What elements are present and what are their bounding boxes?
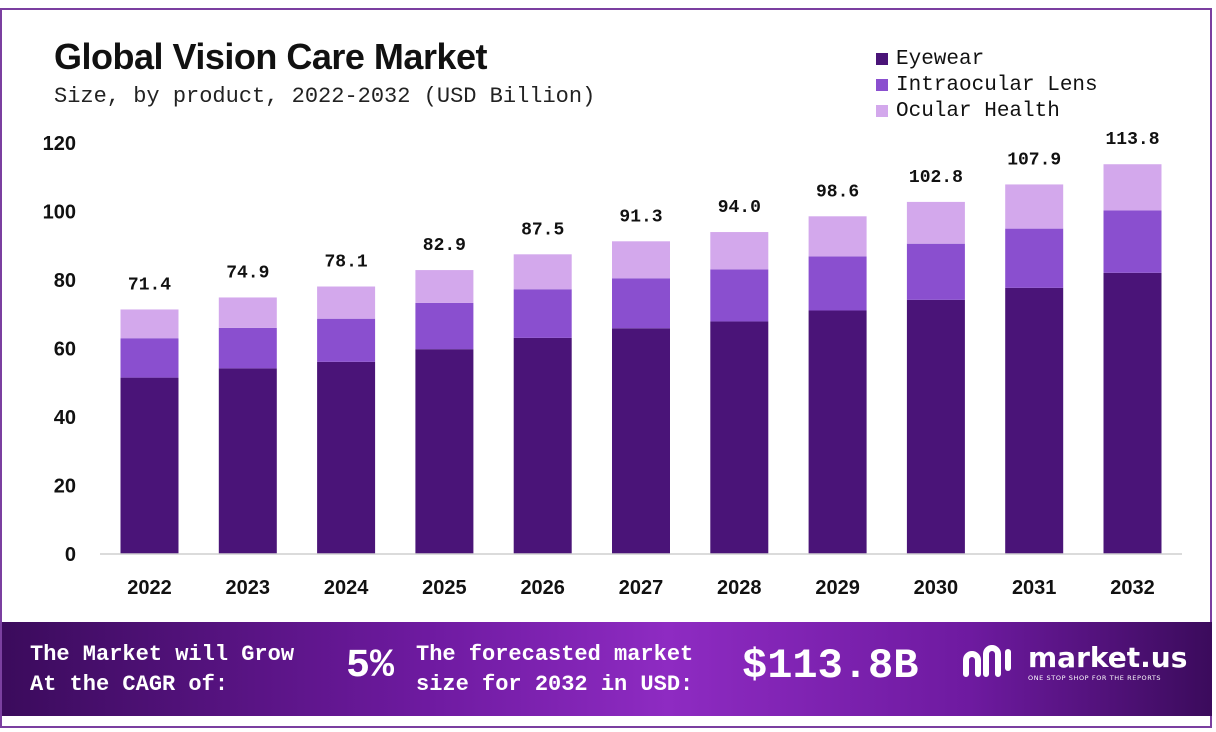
bar-segment-intraocular-lens <box>317 318 376 362</box>
bar-segment-intraocular-lens <box>1103 210 1162 273</box>
bar-segment-eyewear <box>808 310 867 554</box>
legend: Eyewear Intraocular Lens Ocular Health <box>876 46 1098 124</box>
bar-segment-ocular-health <box>415 270 474 303</box>
forecast-label-line2: size for 2032 in USD: <box>416 672 694 697</box>
bar-segment-intraocular-lens <box>513 289 572 338</box>
stacked-bar-chart: 0 20 40 60 80 100 120 71.4 2022 74.9 2023 78.1 2024 8… <box>43 130 1182 599</box>
bar-segment-eyewear <box>1103 272 1162 554</box>
y-tick-label: 100 <box>43 202 76 224</box>
bar-total-label: 87.5 <box>521 220 564 240</box>
bar-segment-intraocular-lens <box>710 269 769 322</box>
bar-segment-ocular-health <box>317 286 376 319</box>
x-tick-label: 2027 <box>619 577 664 599</box>
legend-swatch-intraocular-lens <box>876 79 888 91</box>
legend-swatch-eyewear <box>876 53 888 65</box>
bar-segment-eyewear <box>218 368 277 554</box>
chart-title: Global Vision Care Market <box>54 36 487 77</box>
bar-total-label: 71.4 <box>128 275 171 295</box>
y-tick-label: 60 <box>54 339 76 361</box>
footer-banner: The Market will Grow At the CAGR of: 5% … <box>2 622 1212 716</box>
x-tick-label: 2029 <box>815 577 860 599</box>
y-tick-label: 20 <box>54 476 76 498</box>
y-tick-label: 80 <box>54 270 76 292</box>
bar-segment-eyewear <box>710 321 769 554</box>
bar-segment-ocular-health <box>1005 184 1064 229</box>
bar-total-label: 98.6 <box>816 182 859 202</box>
x-tick-label: 2032 <box>1110 577 1155 599</box>
legend-item-eyewear: Eyewear <box>876 46 1098 72</box>
bar-segment-intraocular-lens <box>218 327 277 369</box>
bar-segment-ocular-health <box>120 309 179 339</box>
legend-label-ocular-health: Ocular Health <box>896 99 1060 123</box>
bar-total-label: 78.1 <box>324 253 367 273</box>
x-tick-label: 2026 <box>520 577 565 599</box>
bar-segment-intraocular-lens <box>120 338 179 378</box>
y-tick-label: 120 <box>43 133 76 155</box>
bar-segment-eyewear <box>513 337 572 554</box>
bar-segment-eyewear <box>1005 287 1064 554</box>
bar-segment-ocular-health <box>513 254 572 290</box>
x-tick-label: 2025 <box>422 577 467 599</box>
bar-segment-intraocular-lens <box>612 278 670 329</box>
x-tick-label: 2028 <box>717 577 762 599</box>
cagr-label: The Market will Grow At the CAGR of: <box>30 640 294 700</box>
x-tick-label: 2024 <box>324 577 369 599</box>
bar-segment-eyewear <box>612 328 670 554</box>
bar-segment-ocular-health <box>710 232 769 270</box>
y-tick-label: 40 <box>54 407 76 429</box>
bar-segment-eyewear <box>317 361 376 554</box>
bar-total-label: 74.9 <box>226 263 269 283</box>
bar-segment-eyewear <box>415 349 474 554</box>
legend-swatch-ocular-health <box>876 105 888 117</box>
cagr-label-line1: The Market will Grow <box>30 642 295 667</box>
bar-segment-ocular-health <box>612 241 670 279</box>
x-tick-label: 2023 <box>226 577 271 599</box>
y-tick-label: 0 <box>65 544 76 566</box>
market-us-logo-icon <box>963 645 1011 677</box>
bar-segment-intraocular-lens <box>415 302 474 350</box>
bar-segment-eyewear <box>906 299 965 554</box>
brand-tagline: ONE STOP SHOP FOR THE REPORTS <box>1028 674 1162 682</box>
forecast-label-line1: The forecasted market <box>416 642 694 667</box>
forecast-value: $113.8B <box>742 642 919 690</box>
legend-item-intraocular-lens: Intraocular Lens <box>876 72 1098 98</box>
chart-subtitle: Size, by product, 2022-2032 (USD Billion… <box>54 84 596 109</box>
bar-segment-intraocular-lens <box>906 243 965 300</box>
bar-segment-ocular-health <box>906 201 965 244</box>
legend-item-ocular-health: Ocular Health <box>876 98 1098 124</box>
x-tick-label: 2031 <box>1012 577 1057 599</box>
x-tick-label: 2030 <box>914 577 959 599</box>
brand-name: market.us <box>1028 641 1188 674</box>
bar-total-label: 94.0 <box>718 198 761 218</box>
brand-logo: market.us ONE STOP SHOP FOR THE REPORTS <box>962 644 1187 682</box>
bar-segment-ocular-health <box>218 297 277 328</box>
forecast-label: The forecasted market size for 2032 in U… <box>416 640 693 700</box>
bar-total-label: 82.9 <box>423 236 466 256</box>
bar-total-label: 91.3 <box>619 207 662 227</box>
x-tick-label: 2022 <box>127 577 172 599</box>
bar-total-label: 102.8 <box>909 168 963 188</box>
bar-segment-intraocular-lens <box>808 256 867 311</box>
bar-segment-eyewear <box>120 377 179 554</box>
bar-total-label: 107.9 <box>1007 150 1061 170</box>
bar-segment-intraocular-lens <box>1005 228 1064 288</box>
bar-total-label: 113.8 <box>1105 130 1159 150</box>
cagr-value: 5% <box>346 644 395 689</box>
legend-label-intraocular-lens: Intraocular Lens <box>896 73 1098 97</box>
cagr-label-line2: At the CAGR of: <box>30 672 229 697</box>
bar-segment-ocular-health <box>808 216 867 257</box>
legend-label-eyewear: Eyewear <box>896 47 985 71</box>
bar-segment-ocular-health <box>1103 164 1162 211</box>
